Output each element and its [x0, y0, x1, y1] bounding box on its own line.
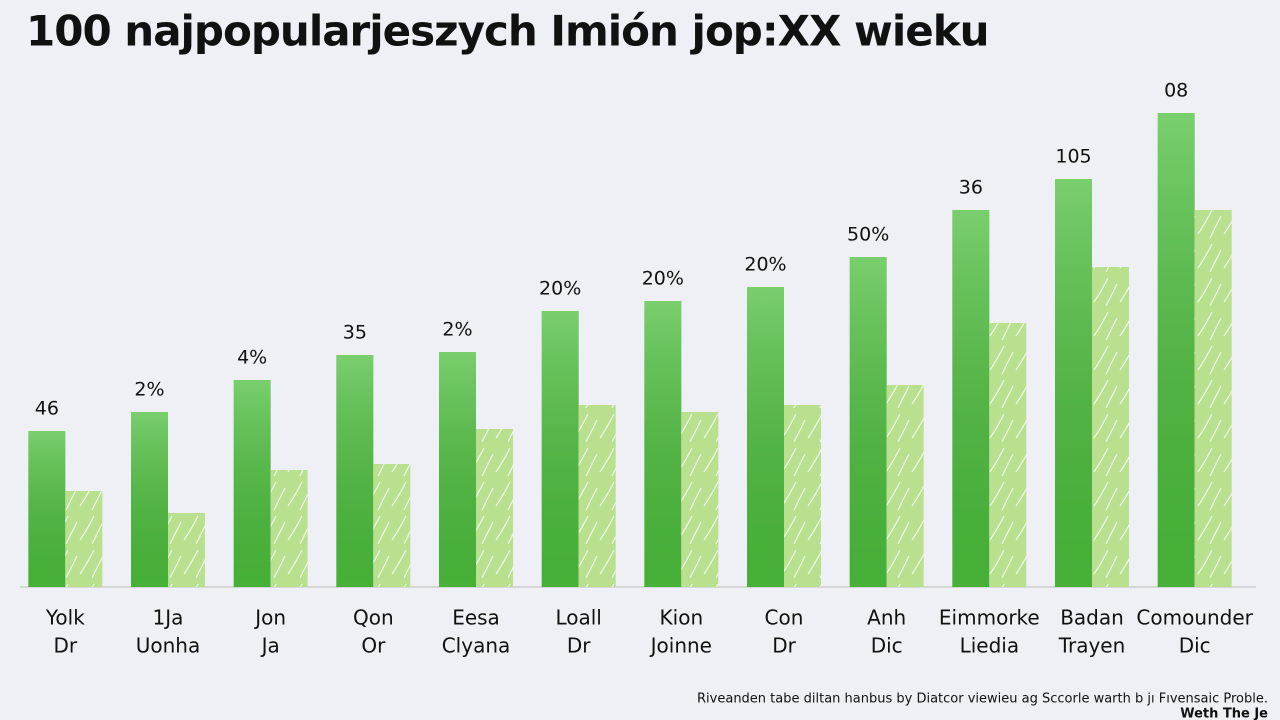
- annotation: 4%: [237, 347, 267, 369]
- bar-hatch: [784, 405, 821, 587]
- x-tick-label: Eimmorke: [939, 606, 1040, 630]
- x-tick-label: Qon: [353, 606, 394, 630]
- bar-shade: [233, 380, 271, 587]
- chart-title: 100 najpopularjeszych Imión jop:XX wieku: [26, 7, 989, 56]
- bar-shade: [28, 431, 66, 587]
- x-tick-label: Anh: [867, 606, 906, 630]
- x-tick-label: Clyana: [442, 634, 511, 658]
- annotation: 46: [35, 398, 59, 420]
- bar-hatch: [270, 470, 308, 587]
- bar-shade: [541, 311, 579, 587]
- x-tick-label: Trayen: [1058, 634, 1126, 658]
- x-tick-label: Jon: [253, 606, 286, 630]
- bar-shade: [131, 412, 168, 587]
- x-tick-label: Uonha: [136, 634, 200, 658]
- bar-shade: [644, 301, 682, 587]
- bar-hatch: [168, 513, 205, 587]
- x-tick-label: Liedia: [960, 634, 1020, 658]
- x-tick-label: Loall: [555, 606, 601, 630]
- x-tick-label: Comounder: [1136, 606, 1253, 630]
- bar-hatch: [989, 323, 1027, 587]
- bar-hatch: [578, 405, 616, 587]
- annotation: 2%: [442, 319, 472, 341]
- x-tick-label: 1Ja: [153, 606, 184, 630]
- bar-hatch: [886, 385, 924, 587]
- annotation: 08: [1164, 80, 1188, 102]
- x-tick-label: Joinne: [649, 634, 712, 658]
- bar-hatch: [65, 491, 103, 587]
- bar-hatch: [373, 464, 411, 587]
- x-tick-label: Dic: [871, 634, 903, 658]
- bar-shade: [849, 257, 887, 587]
- footnote: Weth The Je: [1180, 707, 1268, 720]
- x-tick-label: Con: [765, 606, 804, 630]
- annotation: 35: [343, 322, 367, 344]
- x-tick-label: Ja: [260, 634, 280, 658]
- bar-shade: [1055, 179, 1092, 587]
- annotation: 20%: [539, 278, 581, 300]
- bar-shade: [439, 352, 476, 587]
- annotation: 50%: [847, 224, 889, 246]
- bar-hatch: [681, 412, 719, 587]
- bar-hatch: [1194, 210, 1232, 587]
- x-tick-label: Dic: [1179, 634, 1211, 658]
- footnote: Riveanden tabe diltan hanbus by Diatcor …: [697, 692, 1268, 707]
- x-tick-label: Yolk: [45, 606, 85, 630]
- x-tick-label: Or: [361, 634, 386, 658]
- x-tick-label: Dr: [772, 634, 796, 658]
- x-tick-label: Dr: [54, 634, 78, 658]
- bar-shade: [1157, 113, 1195, 587]
- annotation: 20%: [744, 254, 786, 276]
- bar-shade: [747, 287, 784, 587]
- annotation: 20%: [642, 268, 684, 290]
- x-tick-label: Dr: [567, 634, 591, 658]
- annotation: 105: [1055, 146, 1091, 168]
- bar-hatch: [1092, 267, 1129, 587]
- x-tick-label: Badan: [1060, 606, 1124, 630]
- annotation: 2%: [134, 379, 164, 401]
- bar-hatch: [476, 429, 513, 587]
- annotation: 36: [959, 177, 983, 199]
- x-tick-label: Eesa: [452, 606, 500, 630]
- bar-shade: [336, 355, 374, 587]
- x-tick-label: Kion: [660, 606, 704, 630]
- bar-shade: [952, 210, 990, 587]
